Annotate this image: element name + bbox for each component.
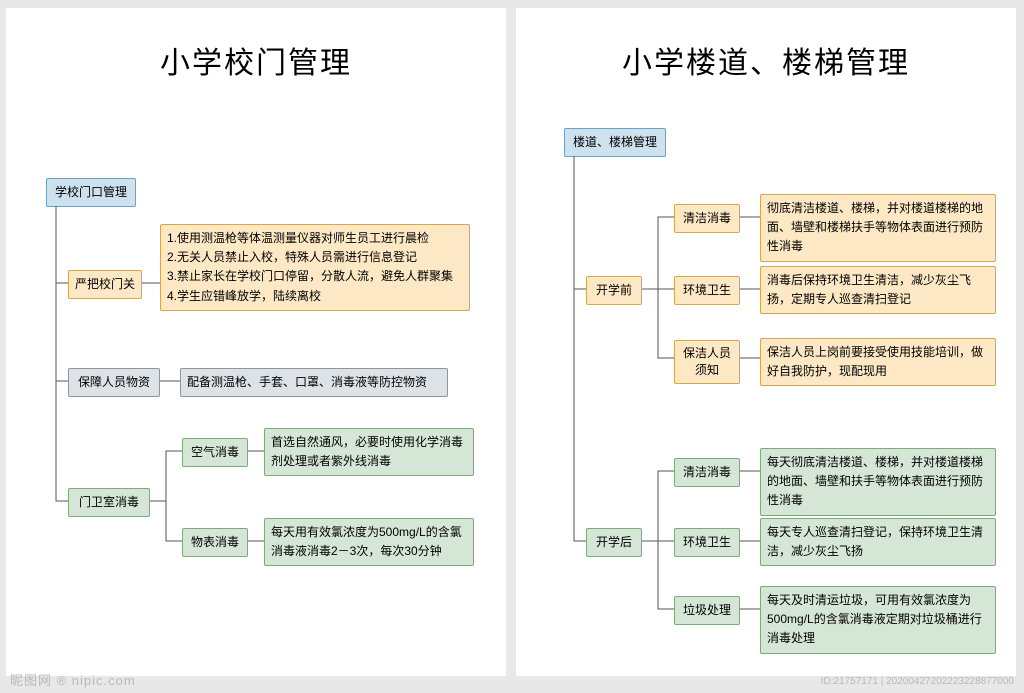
right-b2-c3-detail: 每天及时清运垃圾，可用有效氯浓度为500mg/L的含氯消毒液定期对垃圾桶进行消毒… <box>760 586 996 654</box>
left-b2-detail: 配备测温枪、手套、口罩、消毒液等防控物资 <box>180 368 448 397</box>
right-b1-c2-label: 环境卫生 <box>674 276 740 305</box>
left-title: 小学校门管理 <box>6 38 506 82</box>
watermark: 昵图网 ® nipic.com <box>10 670 136 689</box>
left-root: 学校门口管理 <box>46 178 136 207</box>
left-b3-c1-label: 空气消毒 <box>182 438 248 467</box>
left-b3-label: 门卫室消毒 <box>68 488 150 517</box>
right-b2-c3-label: 垃圾处理 <box>674 596 740 625</box>
id-line: ID:21757171 | 20200427202223228877000 <box>821 676 1014 687</box>
right-b1-c3-label: 保洁人员须知 <box>674 340 740 384</box>
right-root: 楼道、楼梯管理 <box>564 128 666 157</box>
right-b2-c2-detail: 每天专人巡查清扫登记，保持环境卫生清洁，减少灰尘飞扬 <box>760 518 996 566</box>
left-wires <box>6 8 506 676</box>
canvas: 小学校门管理 学校门口管理 严把校门关 1.使用测温枪等体温测量仪器对师生员工进… <box>0 0 1024 693</box>
right-b1-c3-detail: 保洁人员上岗前要接受使用技能培训，做好自我防护，现配现用 <box>760 338 996 386</box>
right-b1-c1-detail: 彻底清洁楼道、楼梯，并对楼道楼梯的地面、墙壁和楼梯扶手等物体表面进行预防性消毒 <box>760 194 996 262</box>
right-b2-c1-label: 清洁消毒 <box>674 458 740 487</box>
left-b1-detail: 1.使用测温枪等体温测量仪器对师生员工进行晨检 2.无关人员禁止入校，特殊人员需… <box>160 224 470 311</box>
right-b2-c1-detail: 每天彻底清洁楼道、楼梯，并对楼道楼梯的地面、墙壁和扶手等物体表面进行预防性消毒 <box>760 448 996 516</box>
right-b1-c2-detail: 消毒后保持环境卫生清洁，减少灰尘飞扬，定期专人巡查清扫登记 <box>760 266 996 314</box>
left-b3-c1-detail: 首选自然通风，必要时使用化学消毒剂处理或者紫外线消毒 <box>264 428 474 476</box>
left-b2-label: 保障人员物资 <box>68 368 160 397</box>
left-b1-label: 严把校门关 <box>68 270 142 299</box>
right-b1-label: 开学前 <box>586 276 642 305</box>
right-b2-c2-label: 环境卫生 <box>674 528 740 557</box>
page-left: 小学校门管理 学校门口管理 严把校门关 1.使用测温枪等体温测量仪器对师生员工进… <box>6 8 506 676</box>
left-b3-c2-detail: 每天用有效氯浓度为500mg/L的含氯消毒液消毒2－3次，每次30分钟 <box>264 518 474 566</box>
right-b2-label: 开学后 <box>586 528 642 557</box>
left-b3-c2-label: 物表消毒 <box>182 528 248 557</box>
page-right: 小学楼道、楼梯管理 楼道、楼梯管理 开学前 清洁消毒 彻底清洁楼道、楼梯，并对楼… <box>516 8 1016 676</box>
right-b1-c1-label: 清洁消毒 <box>674 204 740 233</box>
right-title: 小学楼道、楼梯管理 <box>516 38 1016 82</box>
